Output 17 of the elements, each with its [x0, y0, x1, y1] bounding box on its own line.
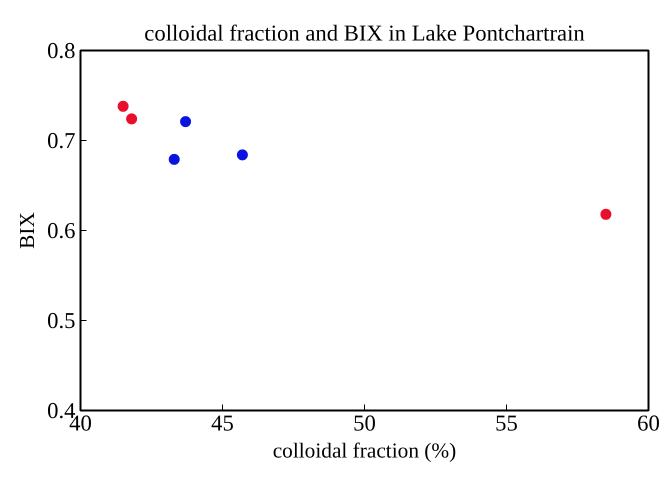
point	[180, 116, 192, 128]
y-tick-label: 0.6	[47, 218, 76, 243]
y-tick-label: 0.8	[47, 38, 76, 63]
chart-title: colloidal fraction and BIX in Lake Pontchartrain	[144, 20, 585, 46]
x-tick-label: 55	[495, 410, 518, 436]
x-tick-label: 50	[353, 410, 376, 436]
x-tick-label: 45	[211, 410, 234, 436]
x-axis-title: colloidal fraction (%)	[272, 438, 456, 462]
point	[600, 208, 612, 220]
point	[118, 100, 129, 112]
point	[168, 154, 180, 165]
y-axis-title: BIX	[15, 212, 40, 249]
point	[126, 113, 138, 124]
y-tick-label: 0.7	[47, 128, 76, 153]
y-tick-label: 0.5	[47, 308, 76, 333]
point	[236, 149, 248, 160]
x-tick-label: 60	[637, 410, 660, 436]
